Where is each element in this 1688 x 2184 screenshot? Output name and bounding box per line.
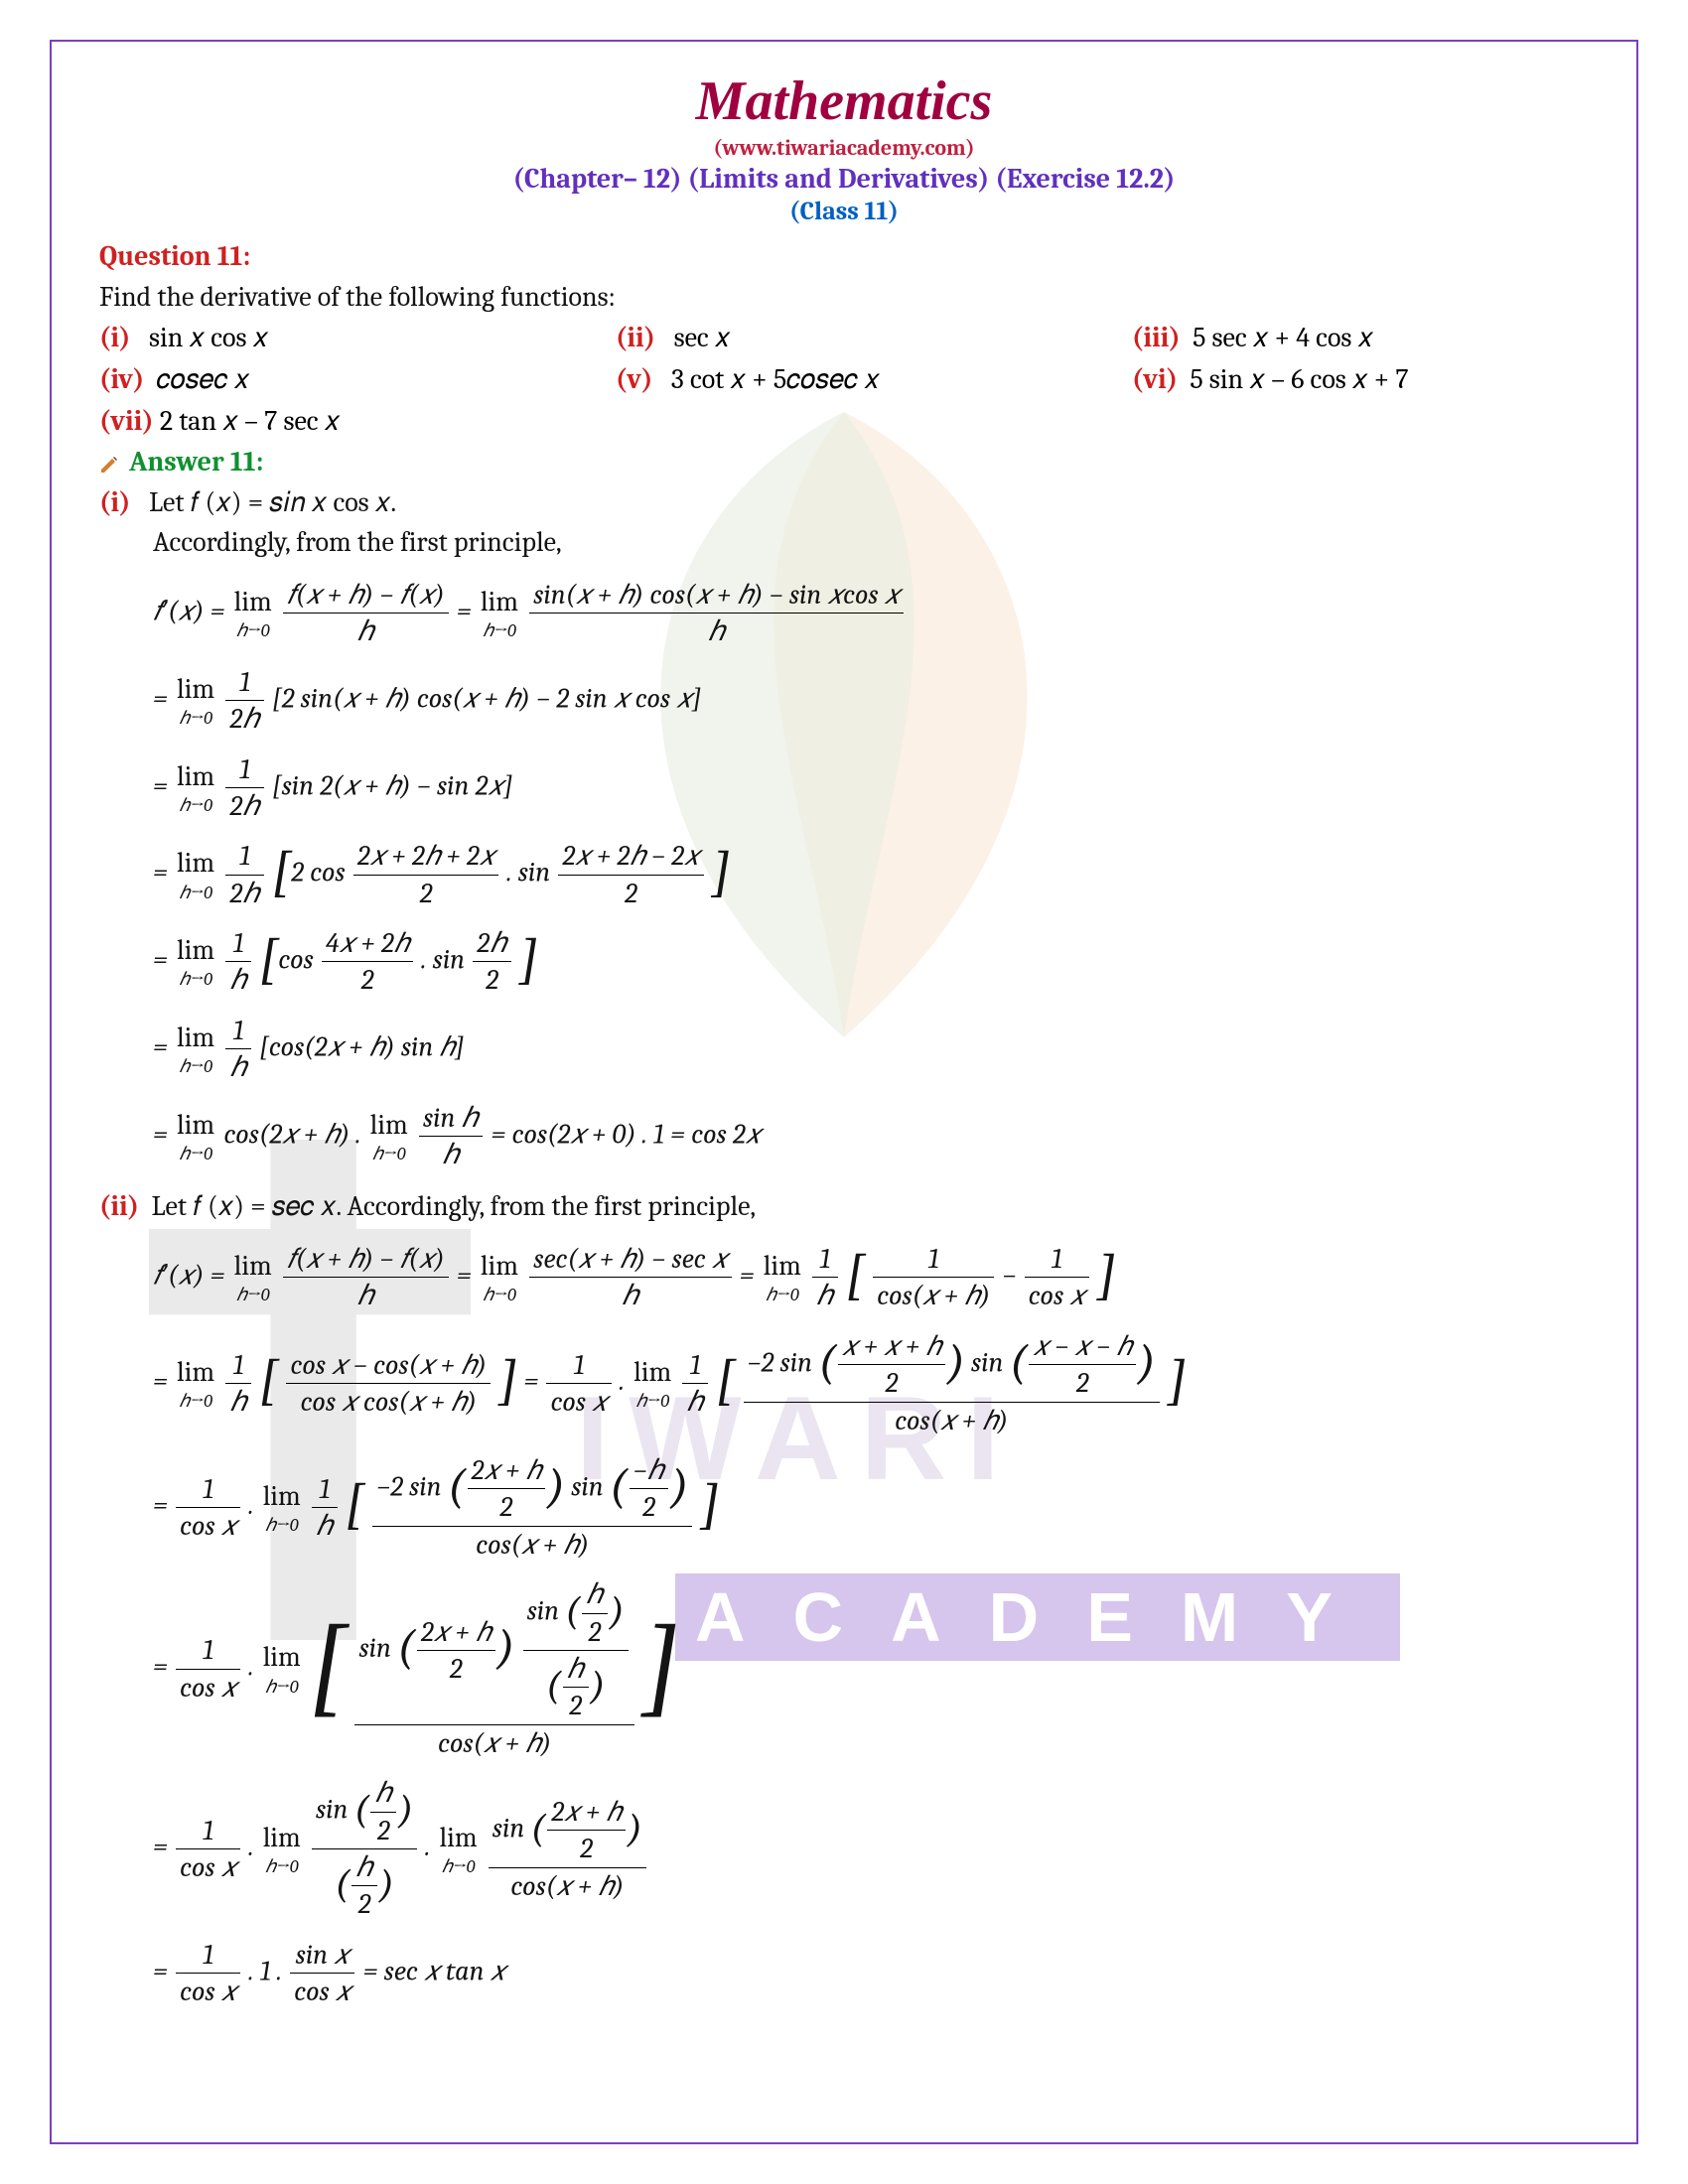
parts-row-3: (vii) 2 tan 𝑥 – 7 sec 𝑥	[99, 400, 1589, 442]
page: IWARI ACADEMY Mathematics (www.tiwariaca…	[0, 0, 1688, 2184]
math-line: = limℎ→0 1ℎ [cos(2𝑥 + ℎ) sin ℎ]	[99, 1013, 1589, 1086]
question-label: Question 11:	[99, 240, 250, 272]
part-text: 𝑐𝑜𝑠𝑒𝑐 𝑥	[157, 363, 250, 395]
chapter-heading: (Chapter– 12) (Limits and Derivatives) (…	[99, 163, 1589, 195]
parts-row-2: (iv) 𝑐𝑜𝑠𝑒𝑐 𝑥 (v) 3 cot 𝑥 + 5𝑐𝑜𝑠𝑒𝑐 𝑥 (vi)…	[99, 358, 1589, 400]
math-line: 𝑓′(𝑥) = limℎ→0 𝑓(𝑥 + ℎ) − 𝑓(𝑥)ℎ = limℎ→0…	[99, 1241, 1589, 1314]
math-line: = limℎ→0 1ℎ [cos 4𝑥 + 2ℎ2 . sin 2ℎ2 ]	[99, 925, 1589, 999]
pencil-icon	[99, 455, 119, 475]
part-label: (v)	[616, 363, 652, 395]
part-text: sec 𝑥	[674, 322, 731, 353]
part-label: (vi)	[1132, 363, 1178, 395]
site-link[interactable]: (www.tiwariacademy.com)	[99, 135, 1589, 161]
content-area: Mathematics (www.tiwariacademy.com) (Cha…	[60, 50, 1628, 2043]
part-label: (i)	[99, 486, 130, 518]
answer-label: Answer 11:	[129, 446, 263, 478]
part-text: 5 sec 𝑥 + 4 cos 𝑥	[1193, 322, 1373, 353]
answer-heading: Answer 11:	[99, 442, 1589, 482]
math-line: = 1cos 𝑥 . limℎ→0 sin (ℎ2) (ℎ2) . limℎ→0…	[99, 1775, 1589, 1923]
math-line: = 1cos 𝑥 . limℎ→0 [ sin (2𝑥 + ℎ2) sin (ℎ…	[99, 1576, 1589, 1761]
part-label: (ii)	[99, 1190, 139, 1222]
math-line: = 1cos 𝑥 . limℎ→0 1ℎ [ −2 sin (2𝑥 + ℎ2) …	[99, 1452, 1589, 1563]
sol-i-let: (i) Let 𝑓 (𝑥) = 𝑠𝑖𝑛 𝑥 cos 𝑥.	[99, 482, 1589, 523]
part-text: 2 tan 𝑥 – 7 sec 𝑥	[160, 405, 341, 437]
sol-i-accord: Accordingly, from the first principle,	[99, 522, 1589, 563]
math-line: = limℎ→0 12ℎ [sin 2(𝑥 + ℎ) − sin 2𝑥]	[99, 751, 1589, 825]
math-line: = limℎ→0 cos(2𝑥 + ℎ) . limℎ→0 sin ℎℎ = c…	[99, 1100, 1589, 1173]
part-text: 5 sin 𝑥 – 6 cos 𝑥 + 7	[1190, 363, 1408, 395]
class-heading: (Class 11)	[99, 197, 1589, 226]
math-line: 𝑓′(𝑥) = limℎ→0 𝑓(𝑥 + ℎ) − 𝑓(𝑥)ℎ = limℎ→0…	[99, 577, 1589, 650]
part-label: (vii)	[99, 405, 154, 437]
part-text: sin 𝑥 cos 𝑥	[149, 322, 268, 353]
part-label: (i)	[99, 322, 130, 353]
question-block: Question 11: Find the derivative of the …	[99, 236, 1589, 317]
sol-ii-let: (ii) Let 𝑓 (𝑥) = 𝑠𝑒𝑐 𝑥. Accordingly, fro…	[99, 1186, 1589, 1227]
math-line: = limℎ→0 12ℎ [2 sin(𝑥 + ℎ) cos(𝑥 + ℎ) − …	[99, 664, 1589, 738]
part-label: (ii)	[616, 322, 655, 353]
math-line: = limℎ→0 12ℎ [2 cos 2𝑥 + 2ℎ + 2𝑥2 . sin …	[99, 838, 1589, 911]
part-label: (iv)	[99, 363, 144, 395]
part-label: (iii)	[1132, 322, 1181, 353]
math-line: = limℎ→0 1ℎ [ cos 𝑥 − cos(𝑥 + ℎ)cos 𝑥 co…	[99, 1328, 1589, 1438]
part-text: 3 cot 𝑥 + 5𝑐𝑜𝑠𝑒𝑐 𝑥	[671, 363, 880, 395]
page-title: Mathematics	[99, 69, 1589, 133]
question-prompt: Find the derivative of the following fun…	[99, 281, 616, 313]
math-line: = 1cos 𝑥 . 1 . sin 𝑥cos 𝑥 = sec 𝑥 tan 𝑥	[99, 1937, 1589, 2010]
parts-row-1: (i) sin 𝑥 cos 𝑥 (ii) sec 𝑥 (iii) 5 sec 𝑥…	[99, 317, 1589, 358]
